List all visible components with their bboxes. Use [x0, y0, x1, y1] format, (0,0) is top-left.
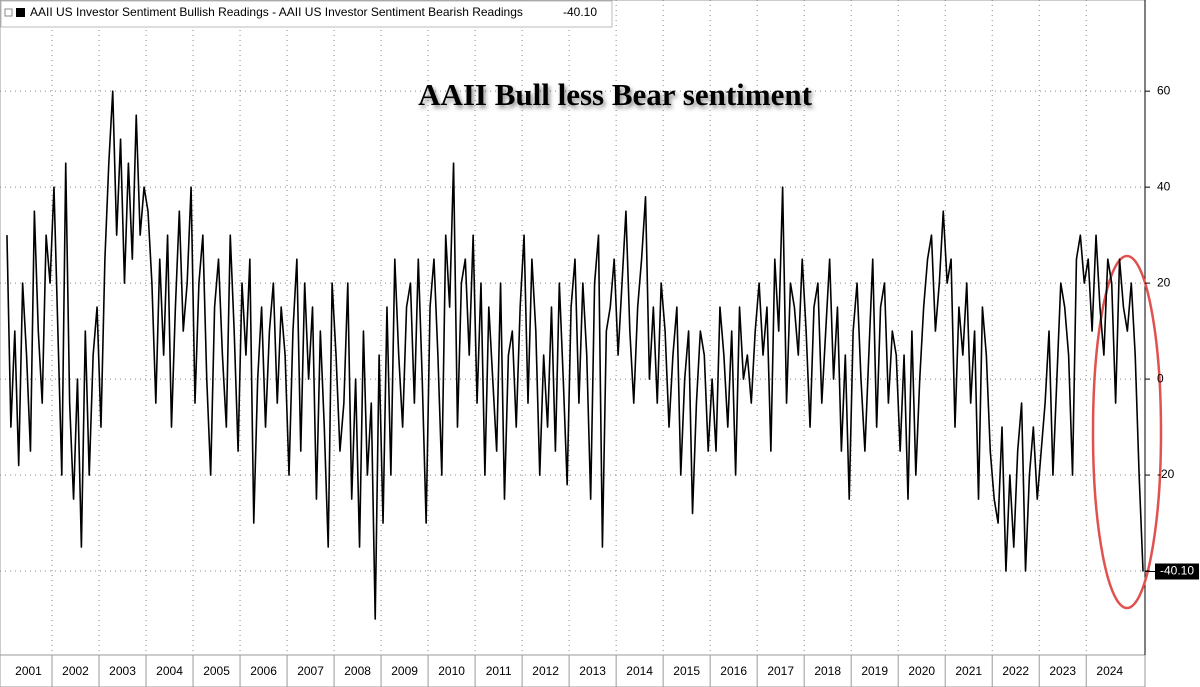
x-tick-label: 2014	[626, 664, 653, 678]
x-tick-label: 2009	[391, 664, 418, 678]
y-tick-label: 20	[1157, 275, 1171, 289]
x-tick-label: 2008	[344, 664, 371, 678]
x-tick-label: 2020	[908, 664, 935, 678]
last-value-tag	[1155, 563, 1199, 580]
legend	[0, 0, 613, 28]
x-tick-label: 2011	[486, 664, 512, 678]
y-tick-label: 0	[1157, 371, 1164, 385]
legend-label: AAII US Investor Sentiment Bullish Readi…	[30, 5, 523, 19]
x-tick-label: 2022	[1002, 664, 1029, 678]
x-tick-label: 2012	[532, 664, 559, 678]
last-value-label: -40.10	[1160, 564, 1194, 578]
x-tick-label: 2004	[156, 664, 183, 678]
x-tick-label: 2016	[720, 664, 747, 678]
x-tick-label: 2024	[1096, 664, 1123, 678]
x-tick-label: 2003	[109, 664, 136, 678]
highlight-ellipse	[1091, 254, 1163, 610]
x-tick-label: 2010	[438, 664, 465, 678]
legend-swatch	[16, 8, 25, 17]
x-axis-band	[0, 654, 1146, 687]
x-tick-label: 2019	[861, 664, 888, 678]
x-tick-label: 2013	[579, 664, 606, 678]
x-tick-label: 2021	[955, 664, 982, 678]
x-tick-label: 2001	[15, 664, 42, 678]
x-tick-label: 2005	[203, 664, 230, 678]
x-tick-label: 2018	[814, 664, 841, 678]
y-tick-label: 60	[1157, 83, 1171, 97]
x-tick-label: 2023	[1049, 664, 1076, 678]
x-tick-label: 2006	[250, 664, 277, 678]
y-tick-label: -20	[1157, 467, 1175, 481]
x-tick-label: 2017	[767, 664, 794, 678]
y-tick-label: 40	[1157, 179, 1171, 193]
legend-toggle[interactable]	[4, 8, 13, 17]
legend-value: -40.10	[563, 5, 597, 19]
x-tick-label: 2007	[297, 664, 324, 678]
x-tick-label: 2002	[62, 664, 89, 678]
chart-title: AAII Bull less Bear sentiment	[418, 77, 813, 112]
x-tick-label: 2015	[673, 664, 700, 678]
data-line	[6, 90, 1144, 620]
